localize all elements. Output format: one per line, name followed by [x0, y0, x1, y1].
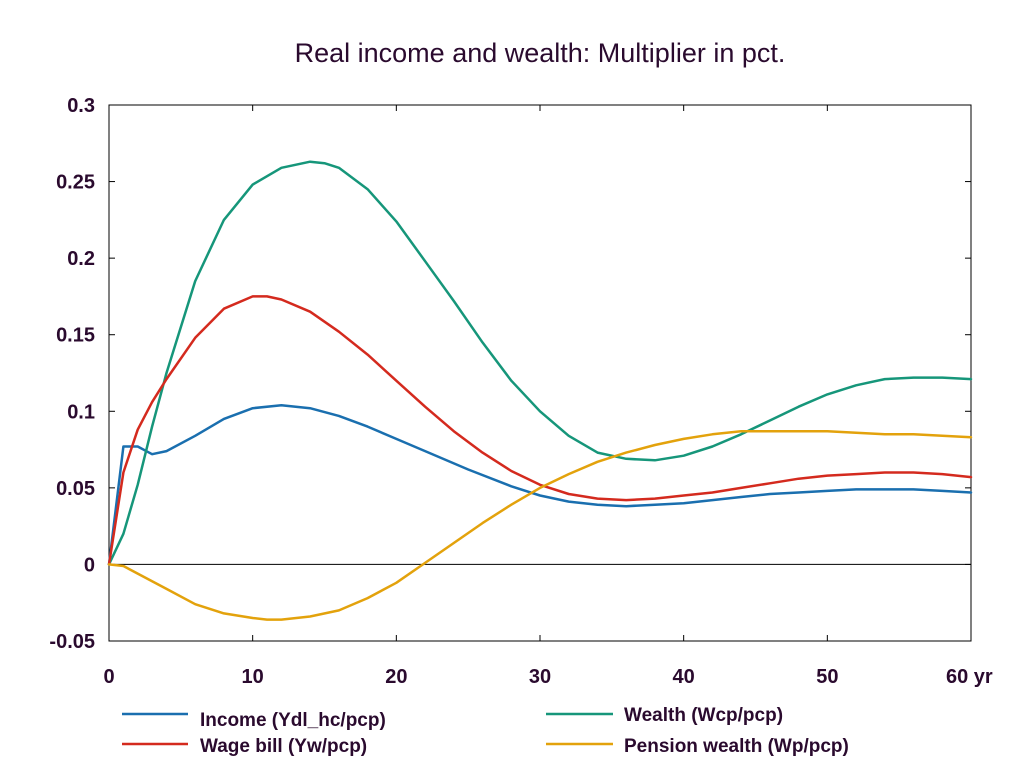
- series-lines: [107, 160, 973, 621]
- x-tick-label: 60 yr: [946, 666, 993, 688]
- x-tick-label: 30: [529, 666, 551, 688]
- series-line-4: [107, 429, 973, 621]
- axes: -0.05 0 0.05 0.1 0.15 0.2 0.25 0.3 0 10 20 30 40 50 60…: [49, 95, 993, 688]
- y-tick-label: 0.15: [56, 325, 95, 347]
- legend-label: Wage bill (Yw/pcp): [200, 736, 367, 757]
- series-line-2: [107, 160, 973, 566]
- series-line-1: [107, 403, 973, 566]
- legend: Income (Ydl_hc/pcp) Wealth (Wcp/pcp) Wage …: [122, 705, 849, 757]
- y-tick-label: 0.2: [67, 248, 95, 270]
- x-tick-label: 40: [673, 666, 695, 688]
- chart-title: Real income and wealth: Multiplier in pc…: [295, 38, 786, 68]
- y-tick-label: 0.3: [67, 95, 95, 117]
- legend-label: Pension wealth (Wp/pcp): [624, 736, 849, 757]
- x-tick-label: 0: [103, 666, 114, 688]
- y-tick-label: 0.1: [67, 401, 95, 423]
- x-tick-label: 10: [242, 666, 264, 688]
- legend-label: Income (Ydl_hc/pcp): [200, 710, 386, 731]
- y-tick-label: -0.05: [49, 631, 95, 653]
- x-tick-label: 20: [385, 666, 407, 688]
- x-tick-label: 50: [816, 666, 838, 688]
- y-tick-label: 0.05: [56, 478, 95, 500]
- y-tick-label: 0.25: [56, 172, 95, 194]
- plot-frame: [108, 104, 972, 642]
- y-tick-label: 0: [84, 554, 95, 576]
- legend-label: Wealth (Wcp/pcp): [624, 705, 783, 726]
- series-line-3: [107, 295, 973, 566]
